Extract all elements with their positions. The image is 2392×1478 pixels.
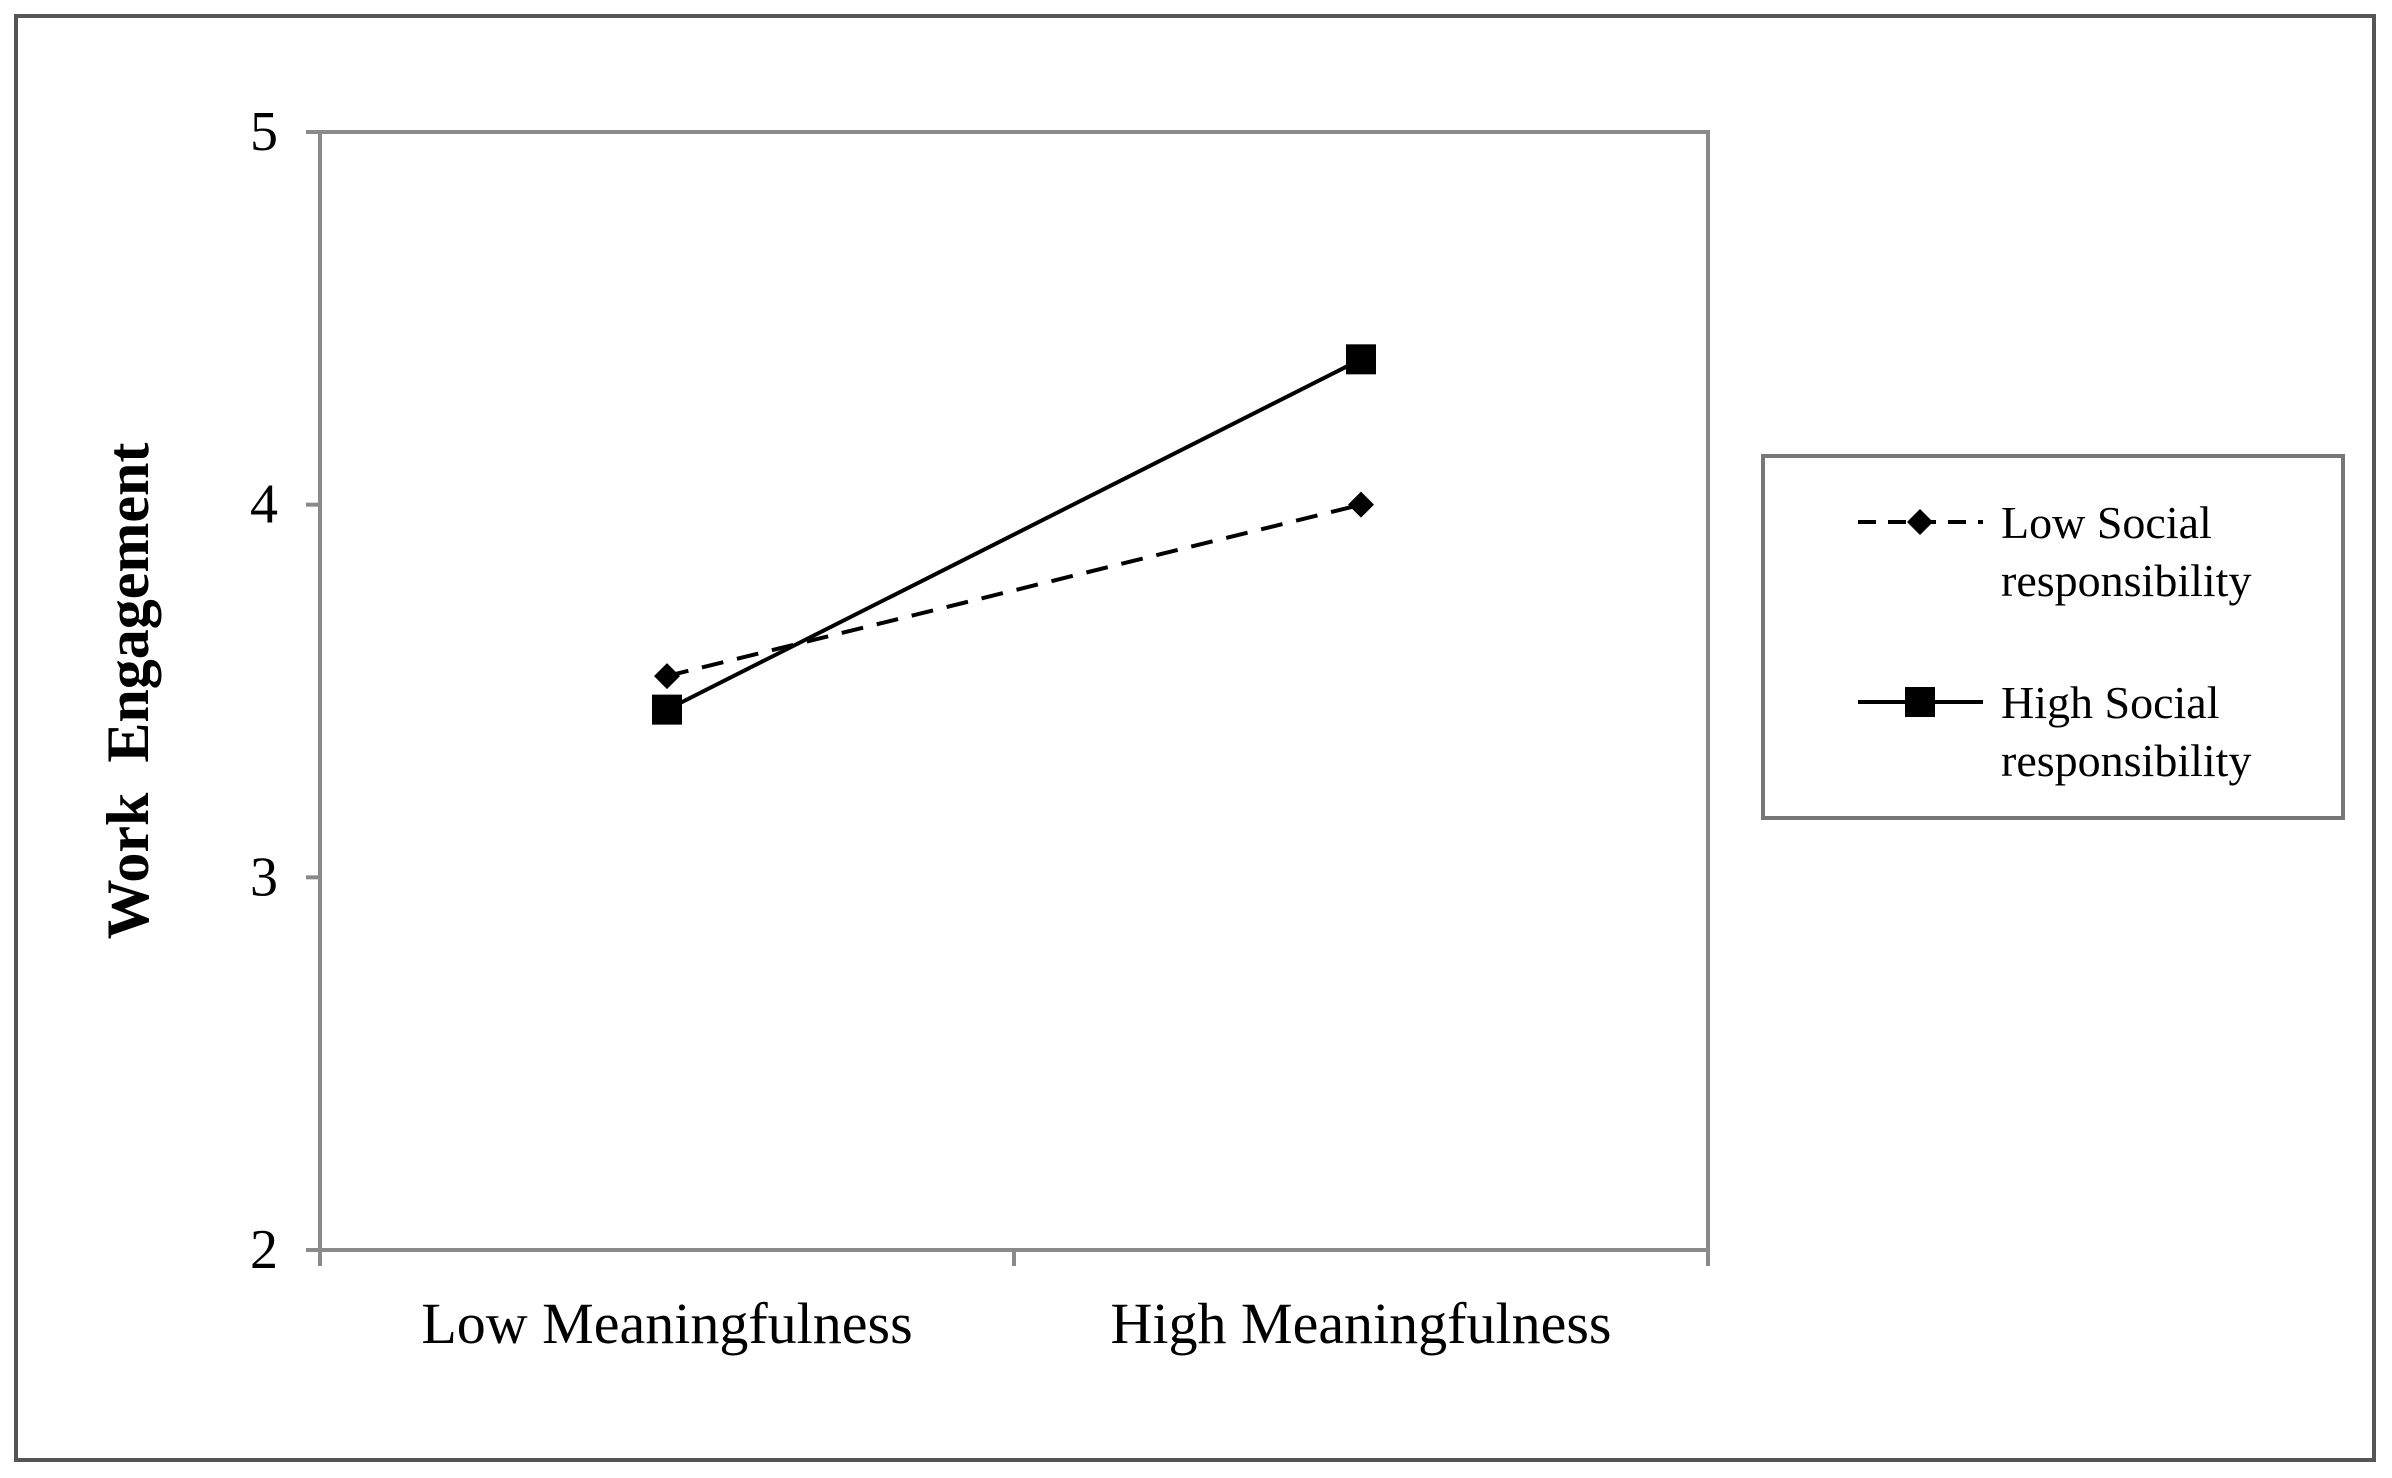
series-line-low-social — [666, 502, 1362, 679]
y-axis: 2 3 4 5 — [250, 101, 320, 1281]
x-axis: Low Meaningfulness High Meaningfulness — [318, 1250, 1710, 1356]
series-marker-diamond — [1348, 491, 1374, 518]
series-marker-square — [652, 694, 682, 725]
series-marker-square — [1346, 344, 1376, 375]
legend-label: Low Social — [2001, 497, 2212, 548]
y-tick-label: 3 — [250, 846, 278, 908]
x-category-label: Low Meaningfulness — [421, 1291, 912, 1356]
legend-label: High Social — [2001, 677, 2219, 728]
legend-label: responsibility — [2001, 735, 2251, 786]
y-axis-label: Work Engagement — [95, 443, 161, 940]
y-tick-label: 5 — [250, 101, 278, 163]
legend-label: responsibility — [2001, 555, 2251, 606]
plot-area — [318, 130, 1710, 1252]
series-layer — [652, 344, 1376, 725]
legend-box — [1761, 454, 2345, 820]
series-marker-square — [1905, 687, 1935, 717]
series-marker-diamond — [654, 663, 680, 690]
x-category-label: High Meaningfulness — [1111, 1291, 1612, 1356]
legend: Low Social responsibility High Social respo… — [1761, 454, 2345, 820]
y-tick-label: 4 — [250, 474, 278, 536]
y-tick-label: 2 — [250, 1219, 278, 1281]
series-marker-diamond — [1907, 509, 1933, 535]
series-line-high-social — [666, 357, 1362, 712]
